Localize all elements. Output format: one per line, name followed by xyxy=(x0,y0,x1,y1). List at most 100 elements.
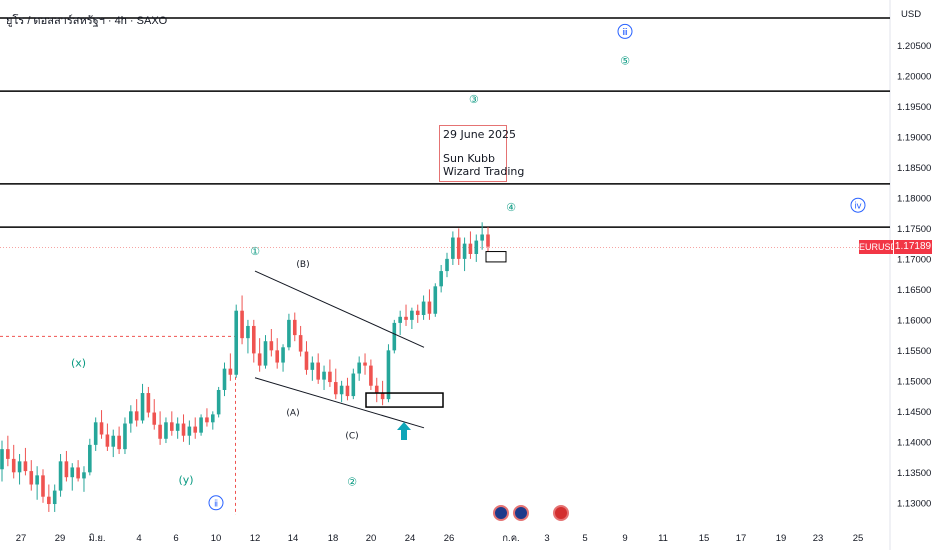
channel-upper-line[interactable] xyxy=(254,270,425,348)
x-tick-label: 25 xyxy=(853,533,864,544)
candle-body xyxy=(29,471,34,485)
candle-body xyxy=(82,472,86,479)
x-tick-label: 17 xyxy=(736,533,747,544)
candle-body xyxy=(158,424,162,439)
candle-body xyxy=(421,301,426,315)
y-tick-label: 1.13500 xyxy=(897,468,931,479)
x-tick-label: 18 xyxy=(328,533,339,544)
candle-body xyxy=(99,422,104,435)
candle-body xyxy=(427,301,432,314)
candle-body xyxy=(58,461,63,491)
candle-body xyxy=(456,237,461,259)
wave-label: ⑤ xyxy=(620,55,630,68)
channel-lower-line[interactable] xyxy=(254,377,425,429)
candle-body xyxy=(210,414,215,423)
candle-body xyxy=(123,423,127,450)
y-tick-label: 1.17500 xyxy=(897,224,931,235)
x-tick-label: 9 xyxy=(622,533,627,544)
candle-body xyxy=(11,458,16,473)
x-tick-label: 3 xyxy=(544,533,549,544)
y-tick-label: 1.15000 xyxy=(897,376,931,387)
x-tick-label: 27 xyxy=(16,533,27,544)
candle-body xyxy=(187,426,192,436)
candle-body xyxy=(152,412,157,425)
candle-body xyxy=(369,365,373,386)
candle-body xyxy=(281,347,285,363)
x-tick-label: ก.ค. xyxy=(502,533,519,544)
x-tick-label: 19 xyxy=(776,533,787,544)
wave-circle xyxy=(617,23,633,39)
symbol-tag: EURUSD xyxy=(859,240,898,255)
candle-body xyxy=(222,368,227,390)
candle-body xyxy=(415,310,420,315)
candle-body xyxy=(298,335,303,352)
wave-label: ⅳ xyxy=(854,202,862,212)
candle-body xyxy=(93,422,98,445)
y-tick-label: 1.14500 xyxy=(897,407,931,418)
flag-us-icon[interactable] xyxy=(553,505,569,521)
info-date: 29 June 2025 xyxy=(443,128,516,141)
candle-body xyxy=(105,434,110,447)
wave-label: ① xyxy=(250,245,260,258)
current-price-tag: 1.17189 xyxy=(894,240,932,255)
candle-body xyxy=(468,243,473,254)
wave-label: (B) xyxy=(296,260,309,270)
candle-body xyxy=(386,350,391,400)
x-tick-label: 15 xyxy=(699,533,710,544)
info-box[interactable]: 29 June 2025 Sun Kubb Wizard Trading xyxy=(439,125,524,182)
y-tick-label: 1.17000 xyxy=(897,254,931,265)
flag-eu-icon[interactable] xyxy=(493,505,509,521)
wave-label: (A) xyxy=(286,408,299,418)
candle-body xyxy=(433,286,438,314)
support-zone-box[interactable] xyxy=(365,392,444,408)
candle-body xyxy=(333,382,338,395)
candle-body xyxy=(410,310,414,320)
currency-label: USD xyxy=(901,9,921,20)
x-tick-label: 10 xyxy=(211,533,222,544)
candle-body xyxy=(474,240,479,254)
flag-eu-icon[interactable] xyxy=(513,505,529,521)
candle-body xyxy=(345,385,350,397)
wave-label: (y) xyxy=(178,474,193,487)
target-box[interactable] xyxy=(485,251,507,263)
wave-label: ⅱ xyxy=(214,499,218,509)
candle-body xyxy=(269,341,274,351)
up-arrow-icon xyxy=(397,422,411,440)
candle-body xyxy=(164,422,168,439)
candle-body xyxy=(404,316,408,320)
chart-title: ยูโร / ดอลลาร์สหรัฐฯ · 4h · SAXO xyxy=(6,15,168,27)
candle-body xyxy=(486,234,490,247)
candle-body xyxy=(328,371,332,383)
candle-body xyxy=(234,310,239,375)
wave-label: (x) xyxy=(71,357,86,370)
x-tick-label: 26 xyxy=(444,533,455,544)
candle-body xyxy=(374,385,379,394)
wave-circle xyxy=(850,197,866,213)
candle-body xyxy=(140,393,145,421)
y-tick-label: 1.13000 xyxy=(897,498,931,509)
candle-body xyxy=(52,490,57,505)
candle-body xyxy=(35,475,39,485)
x-tick-label: มิ.ย. xyxy=(88,533,105,544)
candle-body xyxy=(445,258,449,272)
candle-body xyxy=(304,351,309,370)
y-tick-label: 1.18500 xyxy=(897,163,931,174)
info-author: Sun Kubb xyxy=(443,152,496,165)
y-tick-label: 1.20500 xyxy=(897,41,931,52)
candle-body xyxy=(263,341,268,366)
candle-body xyxy=(228,368,233,375)
candle-body xyxy=(111,435,116,447)
candle-body xyxy=(439,271,443,287)
y-tick-label: 1.15500 xyxy=(897,346,931,357)
candle-body xyxy=(76,467,80,479)
candle-body xyxy=(392,322,397,351)
candle-body xyxy=(451,237,455,259)
x-tick-label: 5 xyxy=(582,533,587,544)
x-tick-label: 24 xyxy=(405,533,416,544)
candle-body xyxy=(170,422,174,431)
candle-body xyxy=(181,423,186,436)
candle-body xyxy=(275,350,280,363)
y-tick-label: 1.19500 xyxy=(897,102,931,113)
y-tick-label: 1.18000 xyxy=(897,193,931,204)
